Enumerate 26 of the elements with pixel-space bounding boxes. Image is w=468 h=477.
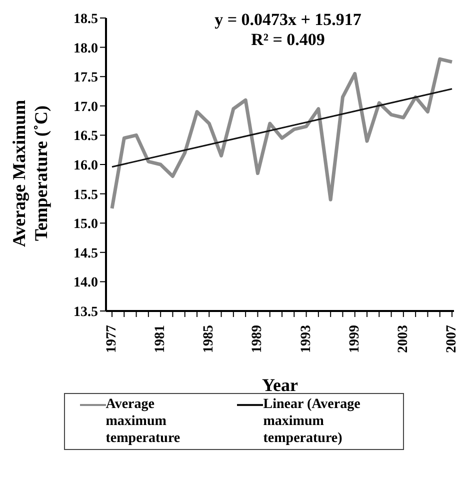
- y-tick-label: 17.0: [74, 100, 98, 115]
- y-tick-label: 14.5: [74, 246, 98, 262]
- y-axis-title: Average Maximum Temperature (˚C): [9, 99, 51, 247]
- x-tick-label: 1977: [104, 325, 120, 353]
- y-tick-label: 15.0: [74, 217, 98, 232]
- y-tick-label: 14.0: [74, 276, 98, 291]
- annotation: R² = 0.409: [251, 30, 325, 49]
- x-tick-label: 1985: [202, 325, 217, 353]
- x-tick-label: 1993: [298, 325, 314, 353]
- y-tick-label: 18.0: [74, 41, 98, 56]
- y-tick-label: 15.5: [74, 188, 98, 203]
- x-tick-label: 1999: [347, 325, 362, 353]
- x-tick-label: 1989: [250, 325, 266, 353]
- y-tick-label: 16.5: [74, 129, 98, 144]
- annotation: y = 0.0473x + 15.917: [214, 10, 362, 29]
- y-tick-label: 17.5: [74, 70, 98, 86]
- legend-label: Average maximum temperature: [106, 397, 180, 446]
- line-series: [110, 57, 454, 210]
- x-axis-title: Year: [262, 375, 298, 395]
- y-tick-label: 16.0: [74, 158, 98, 174]
- x-tick-label: 2003: [396, 325, 411, 353]
- legend-label: Linear (Average maximum temperature): [263, 397, 360, 446]
- x-tick-label: 1981: [153, 325, 168, 353]
- y-tick-label: 18.5: [74, 12, 98, 27]
- y-tick-label: 13.5: [74, 304, 98, 320]
- x-tick-label: 2007: [444, 325, 460, 353]
